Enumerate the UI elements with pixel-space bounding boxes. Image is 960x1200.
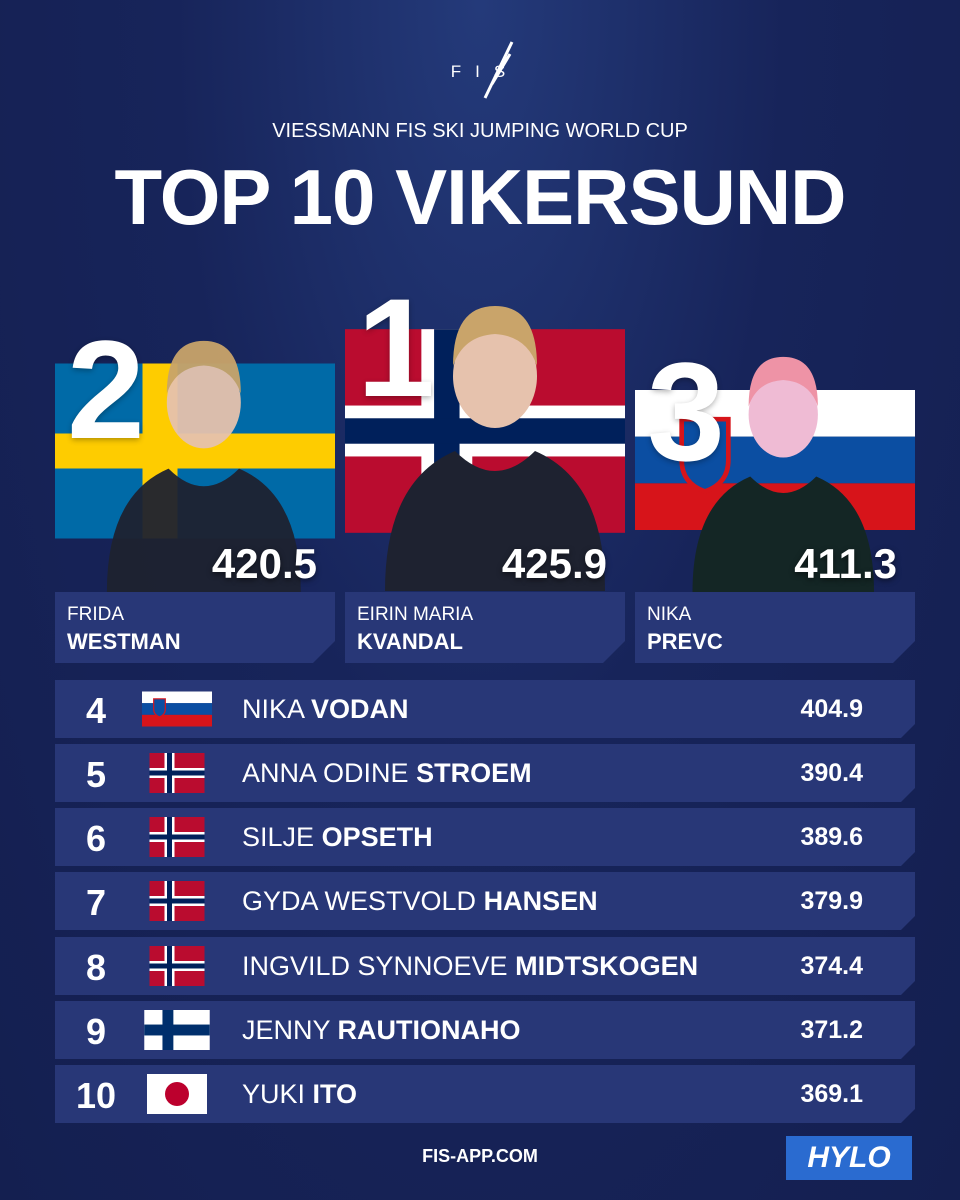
ranking-row: 10 YUKI ITO 369.1 xyxy=(55,1065,915,1123)
sponsor-logo: HYLO xyxy=(786,1136,912,1180)
first-name: SILJE xyxy=(242,822,315,852)
rank: 8 xyxy=(85,947,107,988)
score: 420.5 xyxy=(211,540,317,587)
ranking-row: 7 GYDA WESTVOLD HANSEN 379.9 xyxy=(55,872,915,930)
first-name: ANNA ODINE xyxy=(242,758,409,788)
ranking-row: 9 JENNY RAUTIONAHO 371.2 xyxy=(55,1001,915,1059)
ranking-row: 5 ANNA ODINE STROEM 390.4 xyxy=(55,744,915,802)
rank: 5 xyxy=(85,754,107,795)
rank: 10 xyxy=(75,1075,117,1116)
last-name: VODAN xyxy=(311,694,409,724)
first-name: YUKI xyxy=(242,1079,306,1109)
rank: 2 xyxy=(67,311,145,468)
rank: 4 xyxy=(85,690,107,731)
last-name: MIDTSKOGEN xyxy=(515,951,699,981)
flag xyxy=(142,753,212,793)
score: 411.3 xyxy=(794,540,897,587)
rank: 1 xyxy=(357,270,435,426)
ranking-row: 6 SILJE OPSETH 389.6 xyxy=(55,808,915,866)
title: TOP 10 VIKERSUND xyxy=(114,153,846,241)
last-name: OPSETH xyxy=(321,822,433,852)
score: 379.9 xyxy=(800,887,863,915)
ranking-row: 4 NIKA VODAN 404.9 xyxy=(55,680,915,738)
flag xyxy=(142,1074,212,1114)
last-name: KVANDAL xyxy=(357,629,463,654)
flag xyxy=(142,817,212,857)
name-box: EIRIN MARIA KVANDAL xyxy=(345,592,625,663)
rank: 9 xyxy=(85,1011,107,1052)
rank: 6 xyxy=(85,818,107,859)
ranking-row: 8 INGVILD SYNNOEVE MIDTSKOGEN 374.4 xyxy=(55,937,915,995)
athlete-name: ANNA ODINE STROEM xyxy=(242,758,532,789)
name-box: FRIDA WESTMAN xyxy=(55,592,335,663)
last-name: WESTMAN xyxy=(67,629,181,654)
flag xyxy=(142,946,212,986)
photo: 2 420.5 xyxy=(55,310,335,592)
first-name: GYDA WESTVOLD xyxy=(242,886,477,916)
score: 369.1 xyxy=(800,1080,863,1108)
score: 374.4 xyxy=(800,952,863,980)
subtitle: VIESSMANN FIS SKI JUMPING WORLD CUP xyxy=(272,120,688,142)
first-name: INGVILD SYNNOEVE xyxy=(242,951,508,981)
footer-url: FIS-APP.COM xyxy=(422,1146,538,1166)
last-name: ITO xyxy=(312,1079,358,1109)
flag xyxy=(142,1010,212,1050)
logo-mark xyxy=(483,41,514,99)
photo: 1 425.9 xyxy=(345,270,625,592)
photo: 3 411.3 xyxy=(635,328,915,592)
rank: 3 xyxy=(647,333,725,490)
last-name: STROEM xyxy=(416,758,532,788)
first-name: NIKA xyxy=(647,604,692,625)
name-box: NIKA PREVC xyxy=(635,592,915,663)
last-name: RAUTIONAHO xyxy=(337,1015,521,1045)
athlete-name: SILJE OPSETH xyxy=(242,822,433,853)
last-name: PREVC xyxy=(647,629,723,654)
score: 371.2 xyxy=(800,1016,863,1044)
athlete-name: GYDA WESTVOLD HANSEN xyxy=(242,886,598,917)
logo: FIS xyxy=(450,62,520,81)
rank: 7 xyxy=(85,882,107,923)
score: 390.4 xyxy=(800,759,863,787)
first-name: EIRIN MARIA xyxy=(357,604,474,625)
flag xyxy=(142,881,212,921)
first-name: JENNY xyxy=(242,1015,331,1045)
first-name: FRIDA xyxy=(67,604,124,625)
first-name: NIKA xyxy=(242,694,304,724)
score: 425.9 xyxy=(501,540,607,587)
score: 389.6 xyxy=(800,823,863,851)
athlete-name: NIKA VODAN xyxy=(242,694,409,725)
flag xyxy=(142,689,212,729)
athlete-name: INGVILD SYNNOEVE MIDTSKOGEN xyxy=(242,951,698,982)
score: 404.9 xyxy=(800,695,863,723)
last-name: HANSEN xyxy=(483,886,598,916)
athlete-name: JENNY RAUTIONAHO xyxy=(242,1015,521,1046)
athlete-name: YUKI ITO xyxy=(242,1079,357,1110)
